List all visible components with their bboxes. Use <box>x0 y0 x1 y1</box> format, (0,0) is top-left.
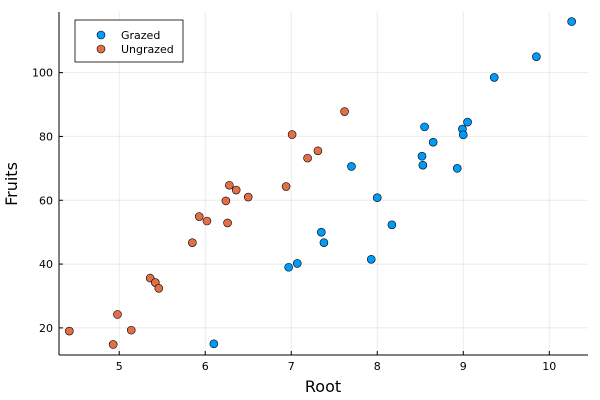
x-axis-label: Root <box>305 377 341 396</box>
point-grazed <box>209 339 219 349</box>
point-ungrazed <box>126 325 136 335</box>
point-ungrazed <box>154 284 164 293</box>
y-tick-label: 100 <box>32 67 53 80</box>
grid-lines <box>59 12 588 355</box>
point-grazed <box>428 137 438 147</box>
legend-label-grazed: Grazed <box>121 29 160 42</box>
point-ungrazed <box>194 212 204 221</box>
point-ungrazed <box>303 153 312 163</box>
point-ungrazed <box>188 238 197 247</box>
x-tick-label: 7 <box>288 360 295 373</box>
point-grazed <box>452 164 462 173</box>
x-tick-label: 9 <box>460 360 467 373</box>
point-grazed <box>347 162 356 171</box>
y-tick-label: 80 <box>39 130 53 143</box>
point-grazed <box>532 52 541 61</box>
point-ungrazed <box>340 107 349 116</box>
x-tick-label: 8 <box>374 360 381 373</box>
point-grazed <box>567 17 576 26</box>
point-grazed <box>458 130 468 140</box>
y-ticks: 20 40 60 80 100 <box>32 67 63 335</box>
point-grazed <box>319 238 329 247</box>
point-grazed <box>489 73 499 82</box>
plot-frame <box>58 12 588 356</box>
point-grazed <box>463 117 472 127</box>
x-ticks: 5 6 7 8 9 10 <box>116 351 556 373</box>
point-grazed <box>417 151 427 161</box>
point-grazed <box>387 220 397 230</box>
point-ungrazed <box>243 192 253 202</box>
y-tick-label: 40 <box>39 258 53 271</box>
y-tick-label: 20 <box>39 322 53 335</box>
point-grazed <box>372 193 382 202</box>
point-ungrazed <box>287 130 297 139</box>
legend-box <box>74 19 184 63</box>
point-grazed <box>292 259 302 268</box>
point-ungrazed <box>223 218 232 228</box>
point-ungrazed <box>65 326 74 336</box>
x-tick-label: 10 <box>542 360 556 373</box>
point-ungrazed <box>313 146 323 156</box>
point-ungrazed <box>202 216 212 226</box>
point-grazed <box>420 122 429 132</box>
point-grazed <box>366 254 376 264</box>
legend-label-ungrazed: Ungrazed <box>121 43 174 56</box>
point-ungrazed <box>221 196 231 206</box>
data-points <box>65 17 576 349</box>
point-ungrazed <box>231 185 241 195</box>
point-grazed <box>418 160 428 170</box>
point-grazed <box>284 262 293 272</box>
point-ungrazed <box>281 182 291 191</box>
y-axis-label: Fruits <box>2 162 21 206</box>
legend-marker-grazed <box>96 30 106 40</box>
x-tick-label: 5 <box>116 360 123 373</box>
point-ungrazed <box>113 310 122 319</box>
legend-marker-ungrazed <box>96 44 106 54</box>
point-ungrazed <box>225 180 234 190</box>
y-tick-label: 60 <box>39 194 53 207</box>
point-grazed <box>317 227 326 237</box>
x-tick-label: 6 <box>202 360 209 373</box>
point-ungrazed <box>108 340 118 349</box>
